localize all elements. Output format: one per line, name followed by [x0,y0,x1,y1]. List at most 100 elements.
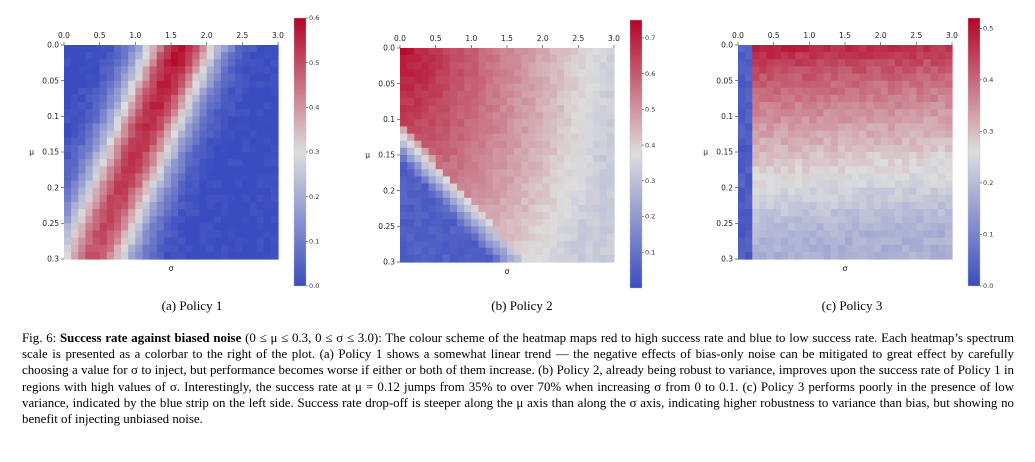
heatmap-cell [773,102,782,110]
heatmap-cell [128,230,136,239]
heatmap-cell [199,230,208,239]
heatmap-cell [571,126,579,135]
heatmap-cell [400,126,408,135]
heatmap-cell [795,194,803,203]
heatmap-cell [514,169,522,177]
heatmap-cell [916,59,925,67]
y-tick-label: 0.2 [721,183,733,192]
heatmap-cell [923,73,932,82]
heatmap-cell [449,48,458,56]
heatmap-cell [428,97,437,106]
heatmap-cell [930,130,939,139]
heatmap-cell [113,102,122,110]
heatmap-cell [916,123,925,132]
heatmap-cell [535,190,544,199]
heatmap-cell [85,59,94,67]
heatmap-cell [873,237,882,246]
heatmap-cell [830,187,839,196]
heatmap-cell [206,73,215,82]
heatmap-cell [564,176,572,185]
heatmap-cell [556,169,565,177]
heatmap-cell [407,76,415,85]
heatmap-cell [242,116,251,125]
heatmap-cell [178,201,186,210]
heatmap-cell [92,123,101,132]
colorbar-tick-label: 0.4 [983,76,993,84]
heatmap-cell [235,116,243,125]
heatmap-cell [485,190,494,199]
heatmap-cell [564,162,572,170]
heatmap-cell [171,180,179,189]
heatmap-cell [766,216,775,224]
colorbar-tick-label: 0.6 [309,14,319,22]
x-tick-label: 2.5 [910,31,922,40]
heatmap-cell [156,251,165,260]
heatmap-cell [499,176,508,185]
heatmap-cell [845,116,853,125]
heatmap-cell [263,102,272,110]
heatmap-cell [256,230,265,239]
heatmap-cell [549,212,558,220]
heatmap-cell [178,223,186,232]
heatmap-cell [220,109,229,117]
heatmap-cell [549,90,558,99]
heatmap-cell [78,137,86,146]
heatmap-cell [192,152,201,160]
heatmap-cell [823,194,832,203]
heatmap-cell [514,62,522,70]
heatmap-cell [816,173,825,182]
heatmap-cell [571,83,579,92]
heatmap-cell [485,233,494,242]
heatmap-cell [407,97,415,106]
heatmap-cell [937,223,946,232]
heatmap-cell [599,140,608,149]
heatmap-cell [880,130,889,139]
heatmap-cell [507,247,515,256]
heatmap-cell [85,80,94,89]
heatmap-cell [556,219,565,227]
heatmap-cell [64,244,72,253]
heatmap-cell [809,102,818,110]
heatmap-cell [571,69,579,78]
heatmap-cell [421,48,430,56]
heatmap-cell [499,226,508,235]
heatmap-cell [773,73,782,82]
heatmap-cell [830,59,839,67]
heatmap-cell [263,52,272,60]
heatmap-cell [400,48,408,56]
heatmap-cell [435,240,444,249]
heatmap-cell [71,144,79,153]
heatmap-cell [206,144,215,153]
heatmap-cell [421,55,430,63]
heatmap-cell [449,69,458,78]
heatmap-cell [571,233,579,242]
heatmap-cell [185,59,193,67]
heatmap-cell [206,166,215,174]
heatmap-cell [471,176,480,185]
heatmap-cell [852,194,860,203]
colorbar-tick-label: 0.1 [645,248,655,256]
heatmap-cell [199,244,208,253]
heatmap-cell [837,152,846,160]
heatmap-cell [507,48,515,56]
heatmap-cell [113,159,122,167]
heatmap-cell [923,109,932,117]
heatmap-cell [457,62,465,70]
heatmap-cell [738,45,746,53]
heatmap-cell [944,237,953,246]
heatmap-cell [192,166,201,174]
heatmap-cell [521,169,529,177]
heatmap-cell [442,162,451,170]
heatmap-cell [464,62,472,70]
heatmap-cell [873,152,882,160]
heatmap-cell [816,80,825,89]
heatmap-cell [400,119,408,128]
heatmap-cell [499,162,508,170]
heatmap-cell [944,173,953,182]
heatmap-cell [178,116,186,125]
heatmap-cell [759,209,768,217]
heatmap-cell [421,105,430,113]
heatmap-cell [106,244,115,253]
heatmap-cell [407,83,415,92]
heatmap-cell [78,109,86,117]
